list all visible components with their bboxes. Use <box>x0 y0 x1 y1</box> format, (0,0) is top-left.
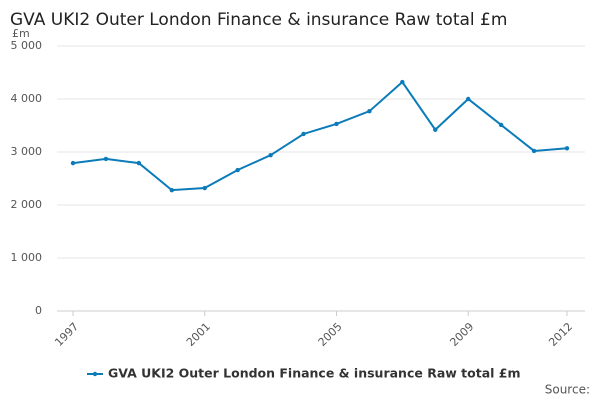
data-point <box>334 121 339 127</box>
chart-title: GVA UKI2 Outer London Finance & insuranc… <box>10 10 507 30</box>
data-point <box>235 167 240 173</box>
data-point <box>202 185 207 191</box>
data-point <box>103 156 109 162</box>
x-tick-label: 2001 <box>184 320 213 349</box>
y-tick-label: 2 000 <box>11 198 43 211</box>
y-tick-label: 5 000 <box>11 39 43 52</box>
series-line <box>72 80 568 192</box>
data-point <box>268 152 273 158</box>
data-point <box>400 79 405 85</box>
legend-swatch-dot <box>92 371 98 377</box>
y-unit: £m <box>12 27 30 40</box>
data-point <box>564 146 570 151</box>
source: Source: <box>545 383 590 397</box>
data-point <box>466 96 471 102</box>
legend-label: GVA UKI2 Outer London Finance & insuranc… <box>108 366 520 381</box>
data-point <box>367 108 372 114</box>
y-tick-label: 4 000 <box>11 92 43 105</box>
data-point <box>169 187 174 193</box>
y-tick-label: 0 <box>35 304 42 317</box>
data-point <box>531 148 537 154</box>
x-tick-label: 1997 <box>52 320 81 349</box>
data-point <box>70 160 76 166</box>
data-point <box>136 160 142 166</box>
x-tick-label: 2009 <box>447 320 476 349</box>
data-point <box>433 127 438 132</box>
data-point <box>498 122 504 128</box>
y-tick-label: 1 000 <box>11 251 43 264</box>
y-tick-label: 3 000 <box>11 145 43 158</box>
x-tick-label: 2012 <box>546 320 575 349</box>
x-tick-label: 2005 <box>316 320 345 349</box>
data-point <box>301 131 306 137</box>
